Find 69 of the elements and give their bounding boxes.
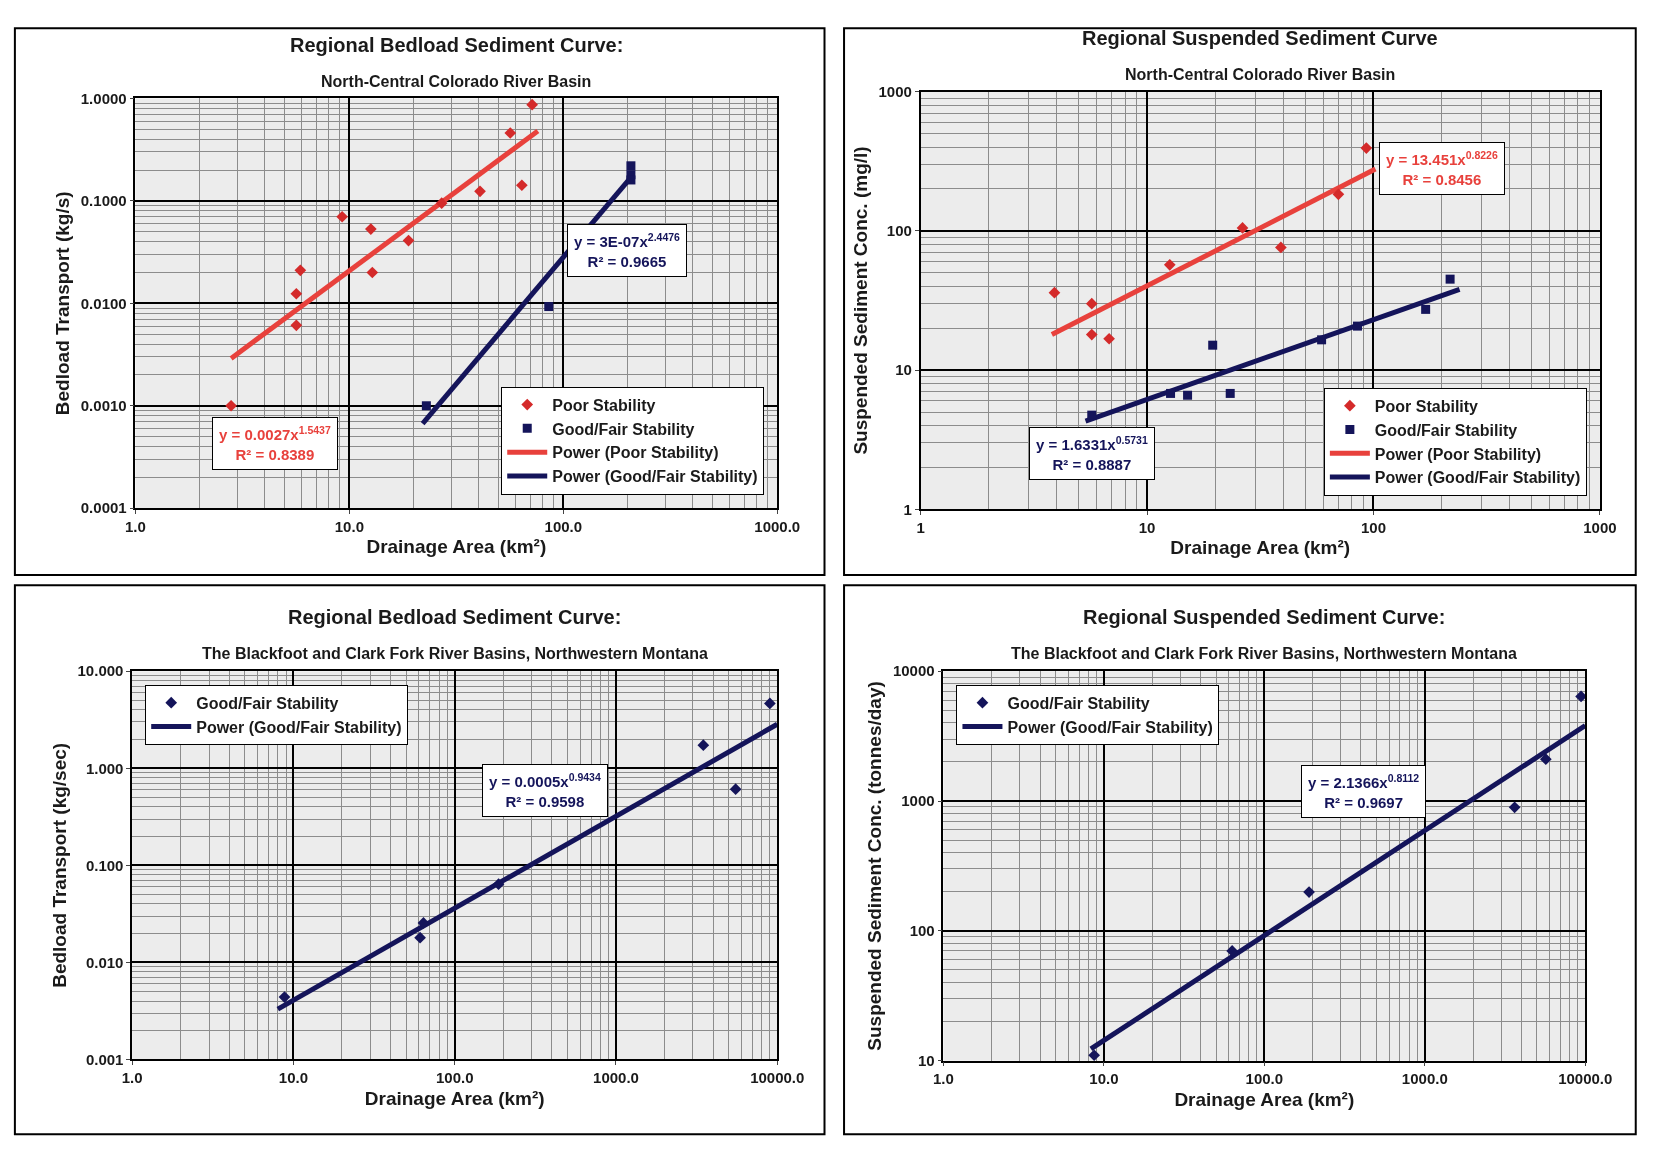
legend-label: Power (Good/Fair Stability) [1374,469,1581,487]
x-axis-title: Drainage Area (km²) [366,536,547,558]
legend-label: Power (Good/Fair Stability) [196,718,402,736]
y-tick-label: 1 [903,500,912,518]
annotation: y = 2.1366x$^{0.8112}$ R² = 0.9697 [1308,772,1420,811]
y-tick-label: 100 [886,222,912,240]
chart-title: Regional Bedload Sediment Curve: [288,606,622,628]
chart-subtitle: North-Central Colorado River Basin [1125,66,1396,83]
legend-label: Good/Fair Stability [1007,694,1150,712]
legend-label: Good/Fair Stability [552,420,695,438]
y-axis-title: Suspended Sediment Conc. (tonnes/day) [864,681,886,1051]
x-tick-label: 10 [1138,519,1156,537]
x-tick-label: 1000.0 [754,517,801,535]
annotation: y = 13.451x$^{0.8226}$ R² = 0.8456 [1386,149,1498,188]
legend-label: Poor Stability [552,396,656,414]
y-axis-title: Bedload Transport (kg/sec) [48,742,70,988]
x-tick-label: 10000.0 [1558,1070,1613,1088]
x-tick-label: 100.0 [435,1069,474,1087]
y-axis-title: Suspended Sediment Conc. (mg/l) [849,146,871,455]
y-tick-label: 10.000 [77,662,124,680]
y-tick-label: 0.1000 [80,192,127,210]
annotation: y = 1.6331x$^{0.5731}$ R² = 0.8887 [1036,434,1148,473]
y-tick-label: 10 [895,361,912,379]
x-axis-title: Drainage Area (km²) [364,1087,545,1109]
y-tick-label: 1.000 [85,759,124,777]
annotation: y = 0.0027x$^{1.5437}$ R² = 0.8389 [219,424,331,463]
legend-label: Good/Fair Stability [196,694,339,712]
y-tick-label: 10000 [892,662,935,680]
x-tick-label: 10000.0 [750,1069,805,1087]
y-tick-label: 10 [917,1051,935,1069]
chart-subtitle: North-Central Colorado River Basin [321,73,592,90]
x-tick-label: 1000.0 [1401,1070,1448,1088]
y-tick-label: 0.100 [85,856,124,874]
x-tick-label: 10.0 [1089,1070,1119,1088]
chart-title: Regional Suspended Sediment Curve [1082,27,1438,49]
y-tick-label: 0.010 [85,953,124,971]
y-tick-label: 0.0100 [80,294,127,312]
chart-title: Regional Bedload Sediment Curve: [290,34,624,56]
x-tick-label: 1000 [1583,519,1617,537]
x-axis-title: Drainage Area (km²) [1174,1088,1355,1110]
legend-label: Poor Stability [1374,397,1479,415]
y-tick-label: 1000 [878,82,912,100]
y-axis-title: Bedload Transport (kg/s) [52,191,74,416]
y-tick-label: 0.0010 [80,397,127,415]
chart-subtitle: The Blackfoot and Clark Fork River Basins, Northwestern Montana [1011,645,1517,662]
x-axis-title: Drainage Area (km²) [1170,537,1351,559]
x-tick-label: 10.0 [334,517,364,535]
y-tick-label: 1.0000 [80,89,127,107]
chart-title: Regional Suspended Sediment Curve: [1083,606,1446,628]
legend-label: Power (Poor Stability) [552,444,719,462]
legend-label: Power (Good/Fair Stability) [1007,718,1213,736]
x-tick-label: 1.0 [932,1070,954,1088]
x-tick-label: 10.0 [278,1069,309,1087]
x-tick-label: 100.0 [1245,1070,1284,1088]
y-tick-label: 1000 [901,792,935,810]
y-tick-label: 0.0001 [80,499,127,517]
x-tick-label: 1.0 [125,517,146,535]
legend-label: Power (Poor Stability) [1374,445,1542,463]
legend-label: Good/Fair Stability [1374,421,1518,439]
x-tick-label: 1000.0 [593,1069,639,1087]
chart-subtitle: The Blackfoot and Clark Fork River Basins, Northwestern Montana [202,645,708,662]
y-tick-label: 100 [909,922,935,940]
annotation: y = 0.0005x$^{0.9434}$ R² = 0.9598 [489,771,601,810]
legend-label: Power (Good/Fair Stability) [552,468,758,486]
x-tick-label: 100 [1360,519,1386,537]
x-tick-label: 100.0 [544,517,583,535]
annotation: y = 3E-07x$^{2.4476}$ R² = 0.9665 [574,231,681,270]
x-tick-label: 1.0 [121,1069,143,1087]
y-tick-label: 0.001 [85,1050,124,1068]
